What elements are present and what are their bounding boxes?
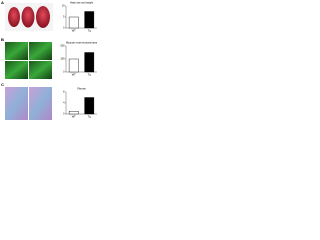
y-tick-label: 4 — [63, 102, 65, 105]
bar — [84, 52, 95, 73]
fluorescence-images — [5, 42, 52, 79]
y-tick-label: 8 — [63, 91, 65, 94]
y-tick-label: 0 — [63, 27, 65, 30]
y-tick-label: 0 — [63, 113, 65, 116]
y-tick-label: 600 — [61, 45, 66, 48]
x-tick-label: WT — [72, 29, 76, 33]
y-tick-label: 5 — [63, 16, 65, 19]
x-tick-label: Tg — [88, 115, 92, 119]
y-tick-label: 0 — [63, 71, 65, 74]
chart-title: Fibrosis — [77, 88, 86, 91]
histology-images — [5, 87, 52, 120]
panel-label: A — [1, 0, 4, 5]
heart-photo — [5, 3, 53, 31]
chart-title: Myocyte cross-sectional area — [66, 42, 98, 45]
panel-label: B — [1, 37, 4, 42]
bar — [68, 16, 79, 29]
y-tick-label: 300 — [61, 58, 66, 61]
x-tick-label: WT — [72, 115, 76, 119]
x-tick-label: WT — [72, 73, 76, 77]
x-tick-label: Tg — [88, 29, 92, 33]
x-tick-label: Tg — [88, 73, 92, 77]
bar — [68, 111, 79, 115]
chart-title: Heart size and weight — [70, 2, 93, 5]
bar — [68, 58, 79, 73]
bar — [84, 97, 95, 115]
y-tick-label: 10 — [62, 5, 65, 8]
panel-label: C — [1, 82, 4, 87]
figure: A B C Heart size and weight 0 5 10 WT Tg Myocy… — [1, 0, 98, 120]
bar — [84, 11, 95, 29]
